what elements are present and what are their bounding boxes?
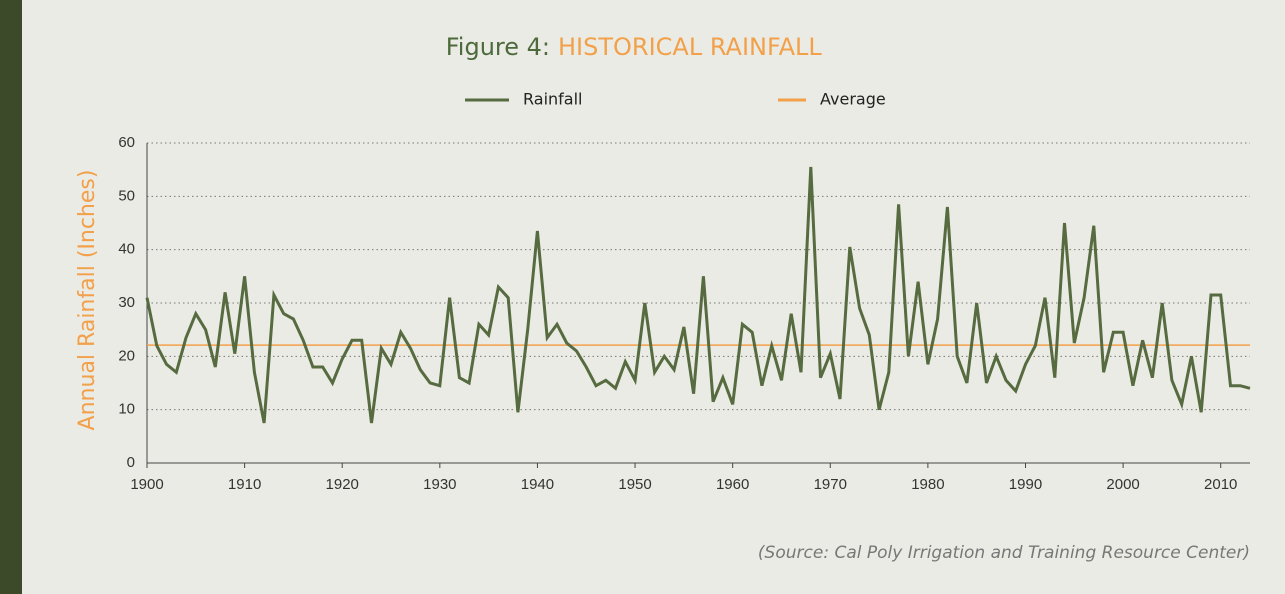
x-tick-label: 1930 bbox=[423, 476, 456, 493]
y-tick-label: 50 bbox=[118, 187, 135, 204]
x-tick-label: 1990 bbox=[1009, 476, 1042, 493]
page: {"chart_data": { "type": "line", "title_… bbox=[0, 0, 1285, 594]
x-tick-label: 1970 bbox=[814, 476, 847, 493]
x-tick-label: 1940 bbox=[521, 476, 554, 493]
x-tick-label: 1910 bbox=[228, 476, 261, 493]
x-tick-label: 1960 bbox=[716, 476, 749, 493]
y-tick-label: 30 bbox=[118, 294, 135, 311]
y-tick-label: 60 bbox=[118, 134, 135, 151]
x-tick-label: 1980 bbox=[911, 476, 944, 493]
source-note: (Source: Cal Poly Irrigation and Trainin… bbox=[758, 543, 1250, 563]
x-tick-label: 1900 bbox=[130, 476, 163, 493]
y-axis-label: Annual Rainfall (Inches) bbox=[75, 170, 100, 431]
x-tick-label: 2000 bbox=[1106, 476, 1139, 493]
x-tick-label: 1950 bbox=[618, 476, 651, 493]
chart-title: HISTORICAL RAINFALL bbox=[558, 33, 822, 61]
x-tick-label: 2010 bbox=[1204, 476, 1237, 493]
chart: Figure 4: HISTORICAL RAINFALL Annual Rai… bbox=[0, 0, 1285, 594]
y-tick-label: 10 bbox=[118, 401, 135, 418]
legend-label: Rainfall bbox=[523, 90, 582, 109]
title-label: Figure 4: bbox=[446, 33, 550, 61]
y-tick-label: 20 bbox=[118, 347, 135, 364]
legend-label: Average bbox=[820, 90, 886, 109]
y-tick-label: 40 bbox=[118, 241, 135, 258]
panel bbox=[22, 0, 1285, 594]
y-tick-label: 0 bbox=[127, 454, 135, 471]
x-tick-label: 1920 bbox=[326, 476, 359, 493]
